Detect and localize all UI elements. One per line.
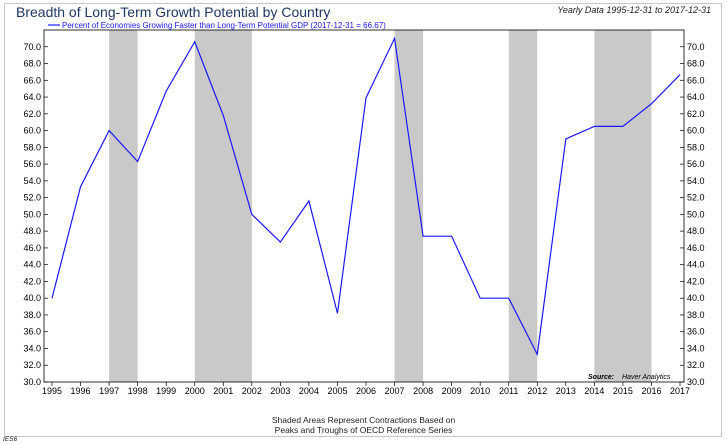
y-tick-label-right: 30.0: [687, 377, 705, 387]
legend: Percent of Economies Growing Faster than…: [48, 21, 386, 30]
recession-band-2011-2012: [508, 30, 538, 382]
y-tick-label-left: 62.0: [23, 109, 41, 119]
x-tick-label: 1996: [71, 386, 91, 396]
x-tick-label: 2007: [385, 386, 405, 396]
chart-date-range: Yearly Data 1995-12-31 to 2017-12-31: [557, 5, 711, 15]
y-tick-label-right: 54.0: [687, 176, 705, 186]
recession-shading: [109, 30, 652, 382]
y-tick-label-right: 64.0: [687, 92, 705, 102]
x-tick-label: 1999: [156, 386, 176, 396]
y-tick-label-right: 68.0: [687, 59, 705, 69]
x-tick-label: 1997: [99, 386, 119, 396]
legend-label: Percent of Economies Growing Faster than…: [62, 21, 386, 30]
y-tick-label-right: 40.0: [687, 293, 705, 303]
y-tick-label-right: 52.0: [687, 193, 705, 203]
x-axis: 1995 1996 1997 1998 1999 2000 2001 2002 2003 2004…: [42, 382, 690, 396]
y-tick-label-right: 48.0: [687, 226, 705, 236]
recession-band-2000-2002: [194, 30, 252, 382]
y-tick-label-right: 60.0: [687, 126, 705, 136]
y-tick-label-right: 38.0: [687, 310, 705, 320]
y-tick-label-left: 50.0: [23, 209, 41, 219]
y-tick-label-right: 70.0: [687, 42, 705, 52]
footnote-line-1: Shaded Areas Represent Contractions Base…: [271, 415, 456, 425]
x-tick-label: 1998: [128, 386, 148, 396]
y-tick-label-left: 66.0: [23, 75, 41, 85]
y-tick-label-left: 52.0: [23, 193, 41, 203]
x-tick-label: 2010: [470, 386, 490, 396]
y-tick-label-right: 58.0: [687, 142, 705, 152]
y-axis-right: 30.0 32.0 34.0 36.0 38.0 40.0 42.0 44.0 46.0 48.0…: [680, 42, 705, 387]
y-tick-label-left: 54.0: [23, 176, 41, 186]
y-tick-label-left: 60.0: [23, 126, 41, 136]
x-tick-label: 2015: [613, 386, 633, 396]
x-tick-label: 2012: [527, 386, 547, 396]
x-tick-label: 2000: [185, 386, 205, 396]
source-text: Haver Analytics: [622, 374, 671, 381]
y-tick-label-right: 56.0: [687, 159, 705, 169]
series-group: [51, 36, 681, 357]
chart-code: IES6: [3, 436, 18, 443]
y-tick-label-left: 42.0: [23, 276, 41, 286]
y-tick-label-right: 44.0: [687, 260, 705, 270]
y-tick-label-left: 68.0: [23, 59, 41, 69]
y-tick-label-left: 44.0: [23, 260, 41, 270]
x-tick-label: 2017: [670, 386, 690, 396]
y-tick-label-left: 48.0: [23, 226, 41, 236]
y-tick-label-left: 36.0: [23, 327, 41, 337]
y-tick-label-left: 38.0: [23, 310, 41, 320]
x-tick-label: 2003: [270, 386, 290, 396]
chart-title: Breadth of Long-Term Growth Potential by…: [16, 4, 331, 20]
y-tick-label-right: 46.0: [687, 243, 705, 253]
x-tick-label: 2014: [584, 386, 604, 396]
y-tick-label-right: 36.0: [687, 327, 705, 337]
y-tick-label-left: 30.0: [23, 377, 41, 387]
y-tick-label-left: 40.0: [23, 293, 41, 303]
y-axis-left: 30.0 32.0 34.0 36.0 38.0 40.0 42.0 44.0 46.0 48.0…: [23, 42, 48, 387]
x-tick-label: 2004: [299, 386, 319, 396]
y-tick-label-right: 50.0: [687, 209, 705, 219]
source-note: Source: Haver Analytics: [588, 374, 671, 381]
y-tick-label-left: 46.0: [23, 243, 41, 253]
x-tick-label: 2011: [499, 386, 518, 396]
recession-band-2014-2016: [594, 30, 652, 382]
x-tick-label: 2001: [213, 386, 233, 396]
x-tick-label: 1995: [42, 386, 62, 396]
y-tick-label-left: 56.0: [23, 159, 41, 169]
chart-frame: [4, 3, 722, 437]
y-tick-label-left: 70.0: [23, 42, 41, 52]
y-tick-label-right: 62.0: [687, 109, 705, 119]
x-tick-label: 2008: [413, 386, 433, 396]
y-tick-label-left: 64.0: [23, 92, 41, 102]
y-tick-label-left: 34.0: [23, 343, 41, 353]
y-tick-label-left: 58.0: [23, 142, 41, 152]
footnote-line-2: Peaks and Troughs of OECD Reference Seri…: [274, 425, 453, 435]
recession-band-1997-1998: [109, 30, 138, 382]
plot-area: [43, 29, 685, 383]
x-tick-label: 2016: [641, 386, 661, 396]
y-tick-label-right: 34.0: [687, 343, 705, 353]
x-tick-label: 2009: [442, 386, 462, 396]
y-tick-label-right: 42.0: [687, 276, 705, 286]
y-tick-label-right: 66.0: [687, 75, 705, 85]
x-tick-label: 2005: [327, 386, 347, 396]
source-label: Source:: [588, 374, 614, 381]
y-tick-label-left: 32.0: [23, 360, 41, 370]
x-tick-label: 2013: [556, 386, 576, 396]
x-tick-label: 2002: [242, 386, 262, 396]
x-tick-label: 2006: [356, 386, 376, 396]
y-tick-label-right: 32.0: [687, 360, 705, 370]
series-line: [51, 36, 681, 357]
